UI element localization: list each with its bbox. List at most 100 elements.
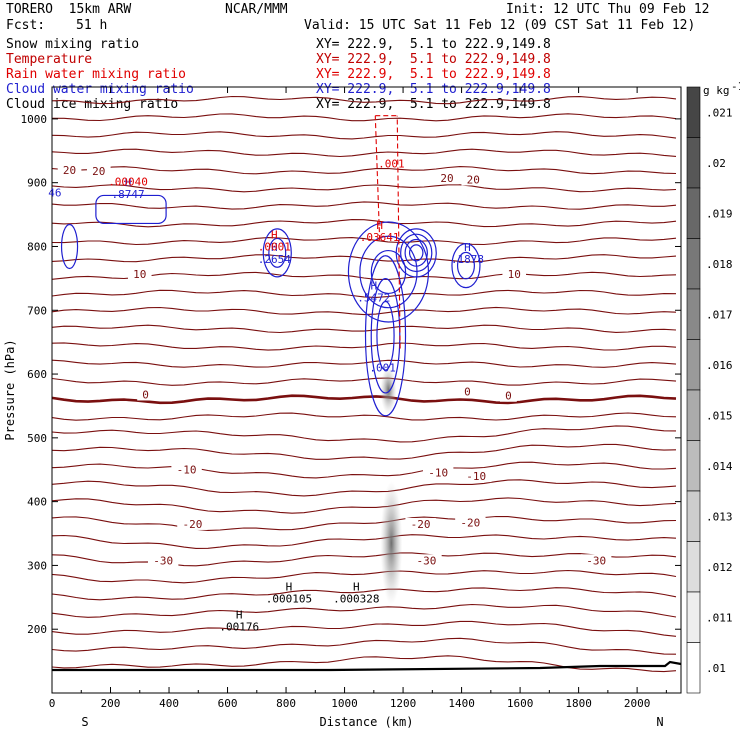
extremum-value: .000328 — [333, 593, 379, 606]
colorbar-segment — [686, 591, 701, 643]
field-section-coords: XY= 222.9, 5.1 to 222.9,149.8 — [316, 37, 551, 52]
label-mask — [87, 165, 111, 178]
cloud-water-contour — [400, 233, 433, 273]
colorbar-segment — [686, 288, 701, 340]
label-mask — [455, 516, 486, 529]
temperature-contour — [51, 237, 677, 246]
field-section-coords: XY= 222.9, 5.1 to 222.9,149.8 — [316, 82, 551, 97]
temperature-contour — [51, 359, 677, 368]
label-mask — [127, 267, 152, 280]
label-mask — [461, 470, 492, 483]
temperature-contour — [51, 620, 677, 637]
temperature-label: 20 — [467, 173, 480, 186]
temperature-contour — [51, 184, 677, 193]
org-label: NCAR/MMM — [225, 2, 288, 17]
temperature-contour — [51, 201, 677, 210]
label-mask — [171, 463, 202, 476]
temperature-contour — [51, 479, 677, 497]
temperature-label: -20 — [460, 517, 480, 530]
temperature-contour — [51, 394, 677, 405]
label-mask — [177, 517, 208, 530]
cloud-water-contour — [451, 243, 481, 289]
field-section-coords: XY= 222.9, 5.1 to 222.9,149.8 — [316, 97, 551, 112]
temperature-contour — [51, 131, 677, 140]
temperature-contour — [51, 534, 677, 549]
field-name: Snow mixing ratio — [6, 37, 140, 52]
temperature-label: 20 — [92, 165, 105, 178]
cloud-water-contour — [268, 237, 287, 268]
field-name: Temperature — [6, 52, 93, 67]
x-tick-label: 1400 — [448, 697, 475, 710]
temperature-label: 20 — [440, 172, 453, 185]
label-mask — [405, 517, 436, 530]
temperature-contour — [51, 377, 677, 386]
temperature-contour — [51, 412, 677, 421]
temperature-label: -30 — [417, 554, 437, 567]
colorbar-label: .018 — [706, 258, 733, 271]
maximum-marker: H — [236, 609, 243, 622]
temperature-contour — [51, 324, 677, 334]
x-tick-label: 1200 — [390, 697, 417, 710]
colorbar-label: .02 — [706, 157, 726, 170]
field-name: Cloud water mixing ratio — [6, 82, 194, 97]
temperature-label: -10 — [177, 464, 197, 477]
extremum-value: .1878 — [451, 253, 484, 266]
maximum-marker: H — [271, 228, 278, 241]
colorbar-label: .01 — [706, 662, 726, 675]
init-time: Init: 12 UTC Thu 09 Feb 12 — [506, 2, 710, 17]
temperature-contour — [51, 342, 677, 351]
extremum-value: .03641 — [360, 231, 400, 244]
maximum-marker: H — [376, 219, 383, 232]
maximum-marker: H — [286, 581, 293, 594]
colorbar-segment — [686, 86, 701, 138]
cloud-water-contour — [376, 300, 395, 371]
cloud-water-contour — [95, 194, 167, 225]
snow-shading — [380, 481, 403, 606]
temperature-label: -30 — [153, 554, 173, 567]
extremum-value: .00040 — [108, 175, 148, 188]
temperature-contour — [51, 461, 677, 479]
extremum-value: .2654 — [258, 253, 291, 266]
cloud-water-contour — [404, 238, 428, 267]
forecast-hours: 51 h — [76, 18, 108, 33]
temperature-label: 10 — [508, 268, 521, 281]
colorbar-segment — [686, 541, 701, 593]
colorbar-segment — [686, 238, 701, 290]
extremum-value: 46 — [48, 186, 61, 199]
y-tick-label: 700 — [27, 304, 47, 317]
temperature-contour — [51, 271, 677, 281]
colorbar-segment — [686, 187, 701, 239]
field-section-coords: XY= 222.9, 5.1 to 222.9,149.8 — [316, 52, 551, 67]
y-tick-label: 500 — [27, 432, 47, 445]
extremum-value: .001 — [369, 362, 396, 375]
forecast-label: Fcst: — [6, 18, 46, 33]
temperature-label: -20 — [411, 518, 431, 531]
temperature-contour — [51, 515, 677, 531]
colorbar-segment — [686, 137, 701, 189]
temperature-contour — [51, 219, 677, 228]
rain-water-contour — [374, 115, 381, 241]
x-tick-label: 600 — [218, 697, 238, 710]
cloud-water-contour — [262, 228, 292, 278]
colorbar-segment — [686, 642, 701, 694]
y-tick-label: 600 — [27, 368, 47, 381]
temperature-contour — [51, 166, 677, 175]
field-section-coords: XY= 222.9, 5.1 to 222.9,149.8 — [316, 67, 551, 82]
temperature-contour — [51, 655, 677, 673]
temperature-label: -30 — [586, 554, 606, 567]
temperature-contour — [51, 148, 677, 158]
maximum-marker: H — [271, 241, 278, 254]
x-tick-label: 200 — [101, 697, 121, 710]
colorbar-label: .012 — [706, 561, 733, 574]
temperature-contour — [51, 306, 677, 316]
cloud-water-contour — [395, 228, 437, 278]
extremum-value: .001 — [378, 158, 405, 171]
colorbar-label: .021 — [706, 106, 733, 119]
colorbar-segment — [686, 440, 701, 492]
maximum-marker: H — [371, 280, 378, 293]
temperature-label: 10 — [133, 268, 146, 281]
extremum-value: .000105 — [266, 593, 312, 606]
left-endpoint-label: S — [81, 715, 88, 729]
colorbar-segment — [686, 389, 701, 441]
